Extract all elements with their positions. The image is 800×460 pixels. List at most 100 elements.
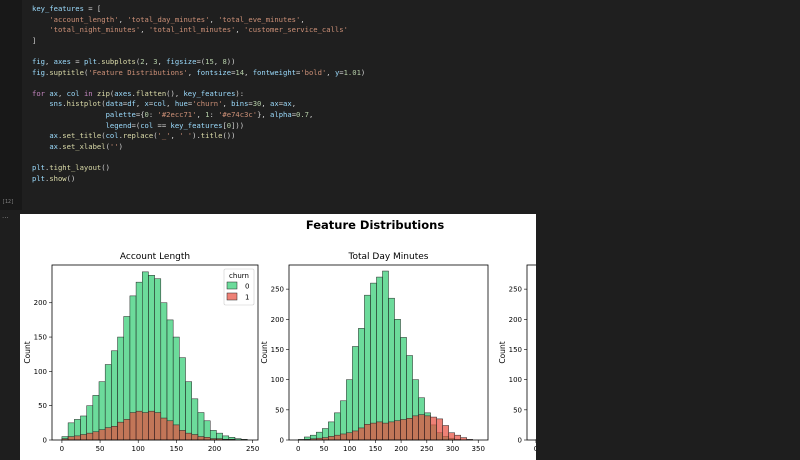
panel-total-day-minutes: 0 50 100 150 200 250 0 50 100 150 200 250 300 350 Tota…: [260, 252, 489, 453]
x-tick-label: 150: [369, 445, 382, 453]
x-tick-label: 50: [320, 445, 329, 453]
x-tick-label: 0: [296, 445, 300, 453]
bar-churn1: [148, 410, 155, 441]
bar-churn1: [98, 429, 106, 441]
bar-churn1: [376, 421, 383, 441]
bar-churn1: [328, 436, 335, 441]
bar-churn1: [92, 431, 100, 441]
legend-label-1: 1: [245, 294, 249, 302]
figure-suptitle: Feature Distributions: [306, 218, 444, 232]
bar-churn0: [364, 294, 371, 441]
bar-churn1: [352, 430, 359, 441]
y-tick-label: 50: [38, 402, 47, 410]
bar-churn1: [111, 426, 118, 441]
axes-frame: [526, 264, 536, 441]
code-text[interactable]: key_features = [ 'account_length', 'tota…: [32, 4, 366, 183]
bar-churn1: [80, 434, 87, 441]
output-collapse-icon[interactable]: ...: [2, 212, 9, 220]
legend-label-0: 0: [245, 283, 249, 291]
bar-churn0: [358, 328, 365, 441]
y-axis-label: Count: [498, 341, 507, 363]
axes-frame: [288, 264, 489, 441]
legend-swatch-1: [226, 292, 238, 301]
bar-churn1: [340, 433, 347, 441]
y-tick-label: 0: [280, 437, 284, 445]
x-tick-label: 200: [208, 445, 221, 453]
bar-churn1: [154, 412, 162, 441]
bar-churn1: [142, 412, 149, 441]
bar-churn1: [67, 436, 75, 441]
bar-churn1: [172, 424, 180, 441]
y-tick-label: 200: [271, 316, 284, 324]
y-tick-label: 50: [275, 406, 284, 414]
panel-total-eve-minutes: 050100150200250050100150200250300350Tota…: [498, 264, 536, 453]
bar-churn1: [160, 417, 168, 441]
bar-churn1: [436, 418, 443, 441]
bar-churn1: [334, 434, 341, 441]
bar-churn0: [382, 270, 389, 441]
bar-churn0: [388, 297, 395, 441]
bar-churn1: [179, 430, 186, 441]
legend-title: churn: [229, 272, 249, 280]
bar-churn1: [129, 412, 137, 441]
y-tick-label: 150: [509, 346, 522, 354]
y-tick-label: 200: [34, 299, 47, 307]
y-tick-label: 100: [271, 376, 284, 384]
panel-account-length: 0 50 100 150 200 0 50 100 150 200 250 Account Lengt…: [23, 252, 259, 453]
y-tick-label: 0: [43, 437, 47, 445]
bar-churn1: [86, 432, 94, 441]
bar-churn1: [346, 432, 353, 441]
bar-churn1: [406, 418, 413, 441]
x-tick-label: 250: [246, 445, 259, 453]
x-tick-label: 200: [394, 445, 407, 453]
bar-churn1: [104, 427, 112, 441]
x-tick-label: 250: [420, 445, 433, 453]
code-editor[interactable]: key_features = [ 'account_length', 'tota…: [22, 0, 800, 210]
code-cell[interactable]: key_features = [ 'account_length', 'tota…: [0, 0, 800, 210]
bar-churn1: [412, 415, 419, 441]
y-axis-label: Count: [23, 341, 32, 363]
x-tick-label: 0: [534, 445, 536, 453]
execution-count: [12]: [2, 199, 15, 205]
bar-churn1: [430, 416, 437, 441]
bar-churn1: [197, 436, 205, 441]
x-tick-label: 100: [343, 445, 356, 453]
bar-churn0: [370, 282, 377, 441]
x-tick-label: 300: [446, 445, 459, 453]
x-tick-label: 100: [132, 445, 145, 453]
cell-gutter: [0, 0, 23, 210]
bar-churn1: [358, 427, 365, 441]
legend-swatch-0: [226, 281, 238, 290]
bar-churn1: [370, 422, 377, 441]
subplot-title: Total Day Minutes: [348, 252, 429, 262]
bar-churn1: [382, 422, 389, 441]
bar-churn1: [442, 425, 449, 441]
y-tick-label: 150: [271, 346, 284, 354]
y-tick-label: 100: [34, 368, 47, 376]
bar-churn1: [123, 419, 131, 441]
y-axis-label: Count: [260, 341, 269, 363]
bar-churn1: [400, 419, 407, 441]
bar-churn0: [346, 379, 353, 441]
bar-churn0: [191, 398, 199, 441]
bar-churn0: [185, 381, 192, 441]
y-tick-label: 250: [271, 286, 284, 294]
x-tick-label: 0: [60, 445, 64, 453]
y-tick-label: 100: [509, 376, 522, 384]
bar-churn0: [179, 357, 186, 441]
bar-churn1: [424, 415, 431, 441]
bar-churn1: [135, 410, 143, 441]
y-tick-label: 200: [509, 316, 522, 324]
bar-churn1: [364, 424, 371, 441]
bar-churn1: [191, 434, 199, 441]
axes-frame: [51, 264, 259, 441]
bar-churn0: [172, 336, 180, 441]
x-tick-label: 350: [472, 445, 485, 453]
y-tick-label: 50: [513, 406, 522, 414]
bar-churn1: [203, 437, 211, 441]
x-tick-label: 150: [170, 445, 183, 453]
subplot-title: Account Length: [120, 252, 190, 262]
bar-churn1: [388, 421, 395, 441]
y-tick-label: 250: [509, 286, 522, 294]
